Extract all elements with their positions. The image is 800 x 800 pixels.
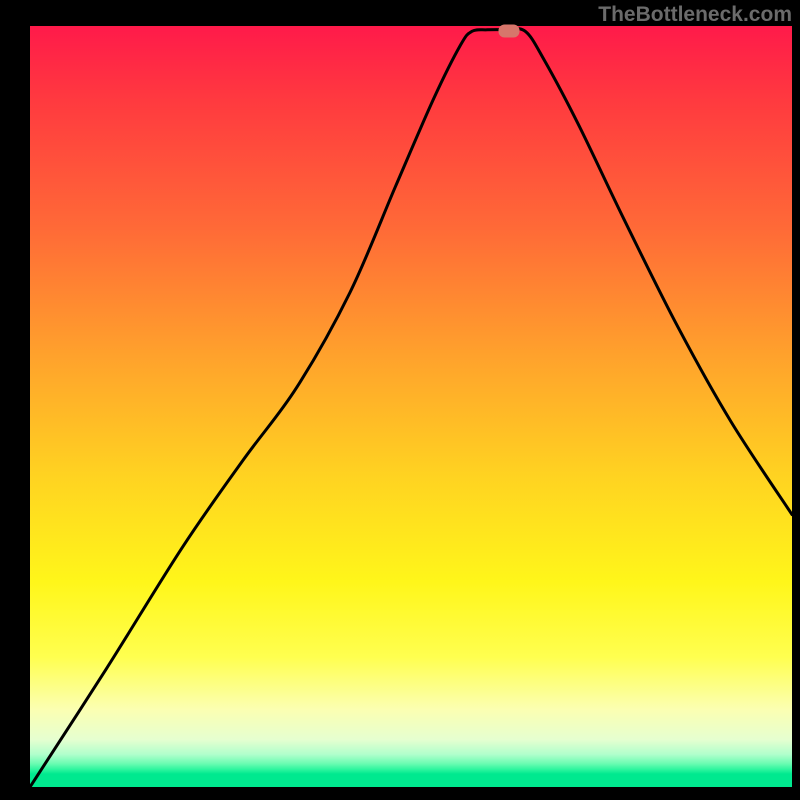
configuration-marker	[498, 25, 519, 38]
bottleneck-curve	[30, 26, 792, 787]
plot-area	[30, 26, 792, 787]
curve-path	[30, 29, 792, 787]
figure-stage: TheBottleneck.com	[0, 0, 800, 800]
watermark-text: TheBottleneck.com	[598, 3, 792, 27]
